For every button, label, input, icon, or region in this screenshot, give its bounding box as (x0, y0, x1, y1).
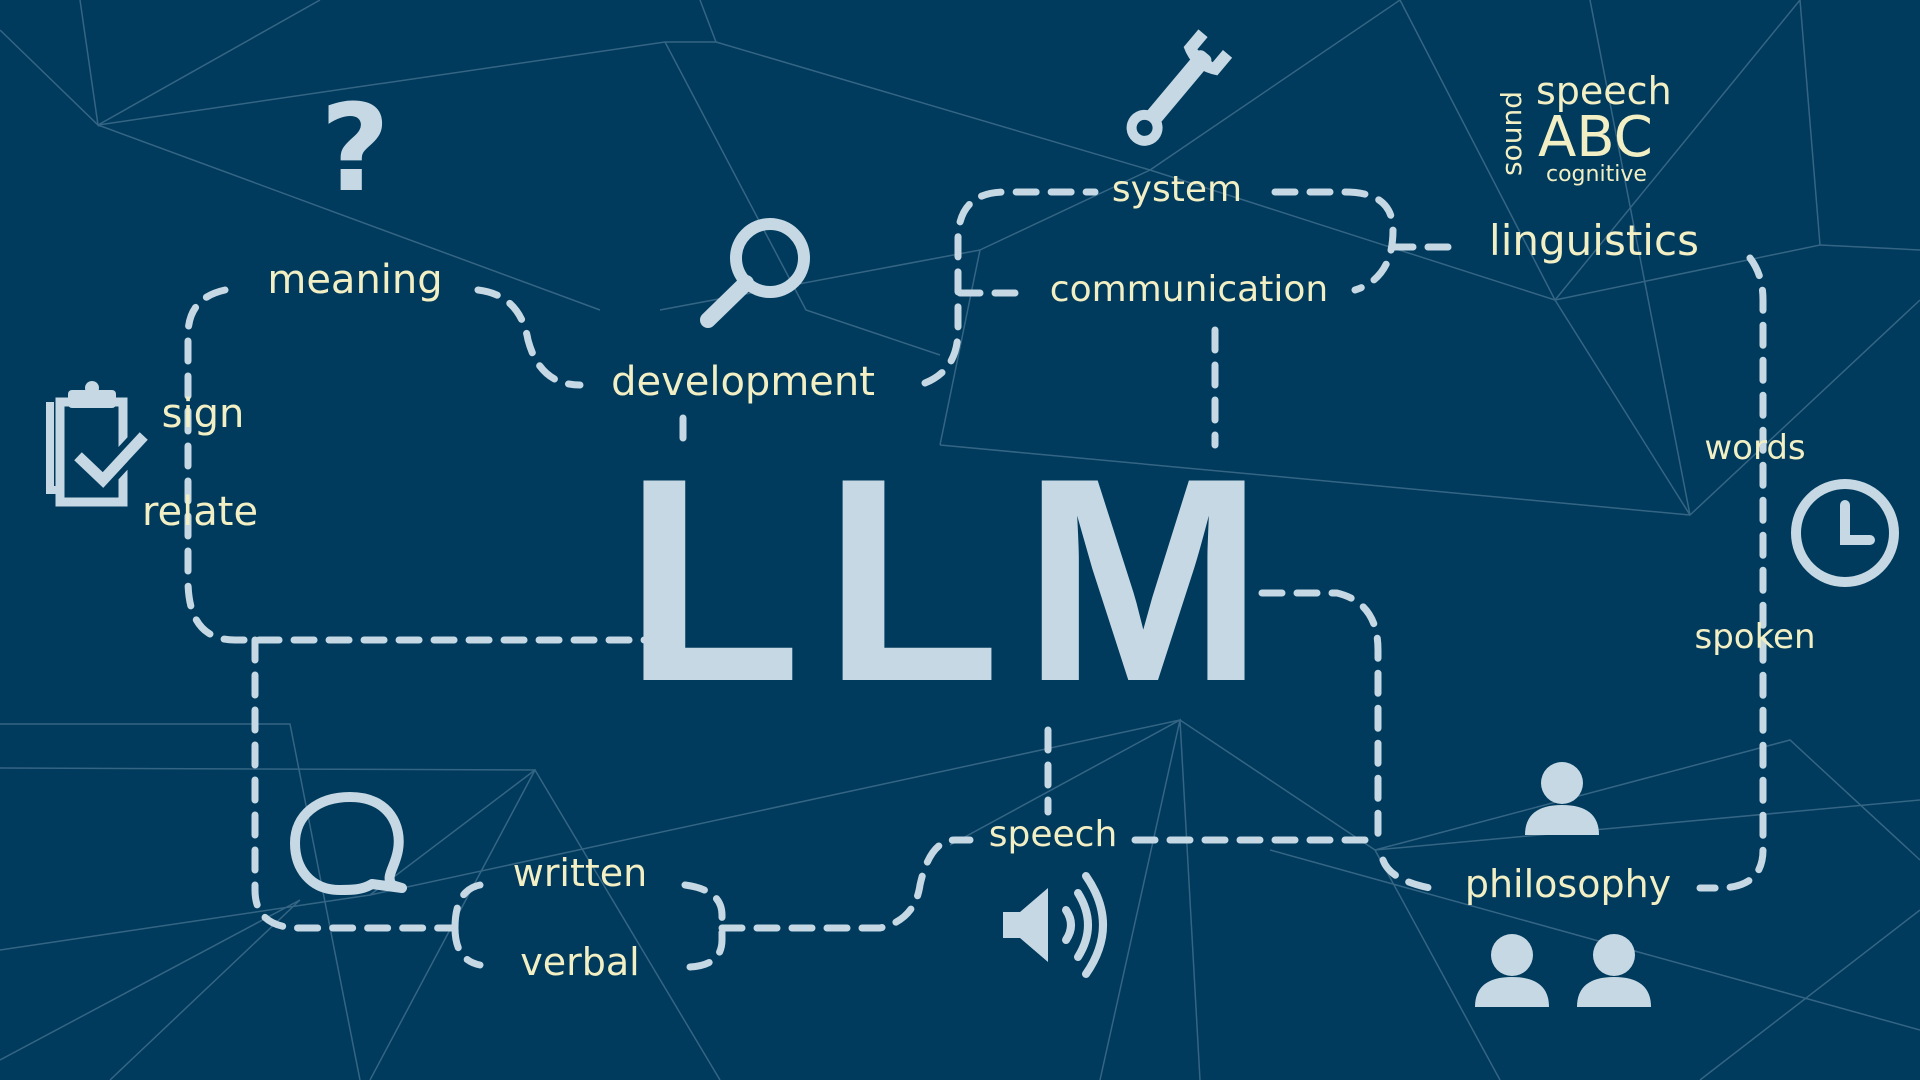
magnifier-icon (700, 218, 810, 328)
connector-development-system (921, 188, 1099, 387)
connector-right-loop (1696, 254, 1767, 892)
word-spoken: spoken (1694, 617, 1816, 657)
connector-llm-right (1258, 589, 1382, 844)
speech-bubble-icon (290, 792, 407, 895)
connector-meaning-left (184, 286, 669, 644)
word-cloud-abc: ABC (1538, 105, 1653, 170)
word-sign: sign (161, 391, 245, 437)
word-system: system (1111, 169, 1243, 210)
svg-text:?: ? (320, 80, 390, 219)
word-relate: relate (141, 489, 259, 535)
connector-written (451, 881, 484, 932)
wrench-icon (1126, 29, 1233, 146)
word-speech: speech (988, 814, 1118, 855)
connector-verbal (451, 924, 484, 969)
word-cloud-speech: speech (1536, 69, 1672, 113)
people-icon (1475, 762, 1651, 1007)
word-cloud-sound: sound (1495, 91, 1528, 176)
question-mark-icon: ? (320, 80, 390, 219)
word-philosophy: philosophy (1464, 862, 1672, 906)
word-words: words (1704, 428, 1806, 468)
word-cloud-cognitive: cognitive (1546, 162, 1647, 187)
connector-system-linguistics (1271, 188, 1397, 294)
word-verbal: verbal (520, 940, 640, 984)
word-meaning: meaning (267, 257, 443, 303)
speaker-icon (1003, 872, 1107, 978)
word-communication: communication (1049, 269, 1329, 310)
word-written: written (512, 851, 648, 895)
clock-icon (1791, 479, 1899, 587)
connector-left-down (251, 636, 459, 932)
word-development: development (611, 359, 875, 405)
connector-philosophy-left (1379, 856, 1434, 892)
clipboard-check-icon (46, 381, 156, 507)
connector-verbal-speech (718, 836, 974, 932)
connector-written-right (681, 881, 726, 971)
word-linguistics: linguistics (1489, 216, 1699, 265)
center-label: LLM (624, 418, 1286, 742)
connector-meaning-development (474, 286, 584, 389)
